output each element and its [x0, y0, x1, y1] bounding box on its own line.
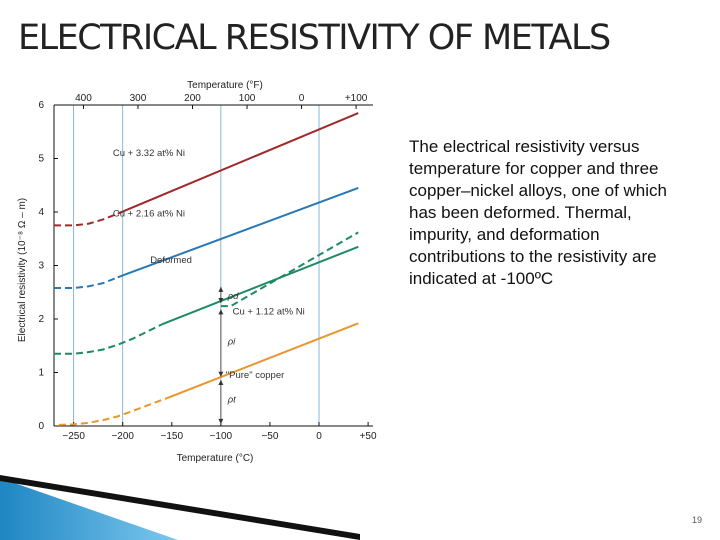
arrowhead [218, 418, 224, 424]
series-label: Cu + 1.12 at% Ni [233, 307, 305, 318]
series-dashed-line [58, 397, 168, 426]
contribution-label: ρd [227, 291, 239, 302]
y-tick-label: 2 [38, 314, 44, 325]
contribution-label: ρt [227, 394, 236, 405]
y-tick-label: 4 [38, 207, 44, 218]
series-dashed-line [54, 323, 163, 355]
arrowhead [218, 309, 224, 315]
y-tick-label: 1 [38, 368, 44, 379]
x2-tick-label: 300 [130, 93, 147, 104]
series-solid-line [117, 112, 359, 215]
x-tick-label: −250 [62, 431, 85, 442]
x-tick-label: −150 [161, 431, 184, 442]
annotation-layer: ρd ρi ρt [218, 286, 239, 424]
x2-tick-label: 100 [239, 93, 256, 104]
series-label: Deformed [150, 255, 192, 266]
contribution-label: ρi [227, 336, 236, 347]
axes: 0 1 2 3 4 5 6 −250 −200 −150 −100 −50 0 +50 400 300 200 1… [38, 93, 377, 442]
page-number: 19 [691, 515, 702, 525]
x2-tick-label: 400 [75, 93, 92, 104]
x2-tick-label: +100 [345, 93, 368, 104]
y-tick-label: 3 [38, 261, 44, 272]
x-axis-title: Temperature (°C) [177, 453, 254, 464]
x-tick-label: 0 [316, 431, 322, 442]
x-tick-label: +50 [360, 431, 377, 442]
arrowhead [218, 371, 224, 377]
x-tick-label: −50 [261, 431, 278, 442]
slide-title: ELECTRICAL RESISTIVITY OF METALS [18, 18, 611, 58]
series-label: Cu + 2.16 at% Ni [113, 208, 185, 219]
y-tick-label: 6 [38, 100, 44, 111]
blue-wedge-shape [0, 478, 178, 540]
resistivity-chart: 0 1 2 3 4 5 6 −250 −200 −150 −100 −50 0 +50 400 300 200 1… [17, 80, 377, 464]
series-solid-line [117, 186, 359, 279]
x-tick-label: −100 [210, 431, 233, 442]
series-solid-line [166, 322, 359, 400]
arrowhead [218, 379, 224, 385]
black-swoosh-shape [0, 475, 360, 540]
y-axis-title: Electrical resistivity (10⁻⁸ Ω – m) [17, 198, 28, 342]
y-tick-label: 5 [38, 154, 44, 165]
corner-decoration [0, 475, 360, 540]
grid-lines [73, 105, 320, 426]
series-dashed-line [220, 231, 359, 308]
series-label: "Pure" copper [226, 370, 285, 381]
x-tick-label: −200 [111, 431, 134, 442]
x2-tick-label: 0 [299, 93, 305, 104]
y-tick-label: 0 [38, 421, 44, 432]
x2-axis-title: Temperature (°F) [187, 80, 263, 91]
series-label: Cu + 3.32 at% Ni [113, 148, 185, 159]
series-layer: Cu + 3.32 at% Ni Cu + 2.16 at% Ni Deformed… [54, 112, 359, 426]
slide-caption: The electrical resistivity versus temper… [409, 137, 667, 288]
series-dashed-line [54, 212, 119, 227]
x2-tick-label: 200 [184, 93, 201, 104]
series-dashed-line [54, 276, 119, 289]
arrowhead [218, 297, 224, 303]
arrowhead [218, 286, 224, 292]
series-solid-line [161, 245, 359, 326]
